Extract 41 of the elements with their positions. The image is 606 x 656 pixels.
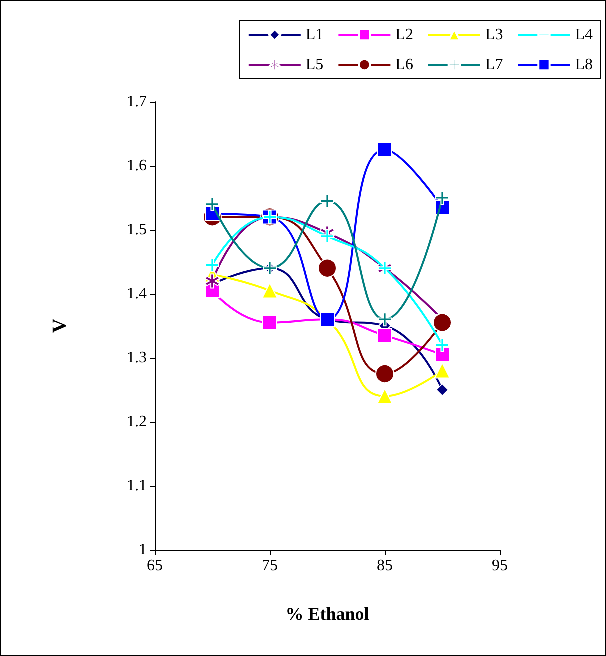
- legend-label: L5: [306, 56, 324, 74]
- y-tick-label: 1.3: [127, 350, 147, 366]
- point: [436, 191, 450, 205]
- x-axis-title: % Ethanol: [286, 604, 370, 624]
- point: [434, 362, 450, 379]
- point: [436, 384, 449, 396]
- x-tick-label: 75: [262, 558, 278, 574]
- point: [378, 312, 392, 327]
- point: [378, 328, 392, 344]
- y-tick-label: 1.6: [127, 158, 147, 174]
- legend-label: L4: [575, 26, 594, 44]
- point: [320, 229, 334, 244]
- x-tick-label: 95: [492, 558, 508, 574]
- point: [433, 313, 452, 332]
- y-tick-label: 1.5: [127, 222, 147, 238]
- y-tick-label: 1.2: [127, 414, 147, 430]
- point: [205, 274, 220, 289]
- point: [320, 194, 334, 208]
- point: [206, 258, 220, 272]
- y-tick-label: 1.7: [127, 94, 147, 110]
- y-axis-title: V: [49, 318, 71, 334]
- point: [262, 315, 278, 330]
- point: [436, 338, 450, 352]
- point: [318, 258, 337, 278]
- x-tick-label: 85: [377, 558, 393, 574]
- point: [262, 282, 278, 299]
- y-tick-label: 1.4: [127, 286, 147, 302]
- point: [206, 197, 220, 212]
- y-tick-label: 1.1: [127, 478, 147, 494]
- y-tick-label: 1: [139, 542, 147, 558]
- legend-label: L3: [485, 26, 504, 44]
- point: [378, 142, 392, 158]
- point: [377, 388, 393, 404]
- legend-label: L7: [485, 56, 504, 74]
- legend-label: L1: [306, 26, 324, 44]
- x-tick-label: 65: [147, 558, 163, 574]
- point: [376, 364, 394, 384]
- legend-label: L8: [575, 56, 594, 74]
- legend-label: L2: [396, 26, 414, 44]
- legend-label: L6: [396, 56, 414, 74]
- point: [435, 347, 450, 362]
